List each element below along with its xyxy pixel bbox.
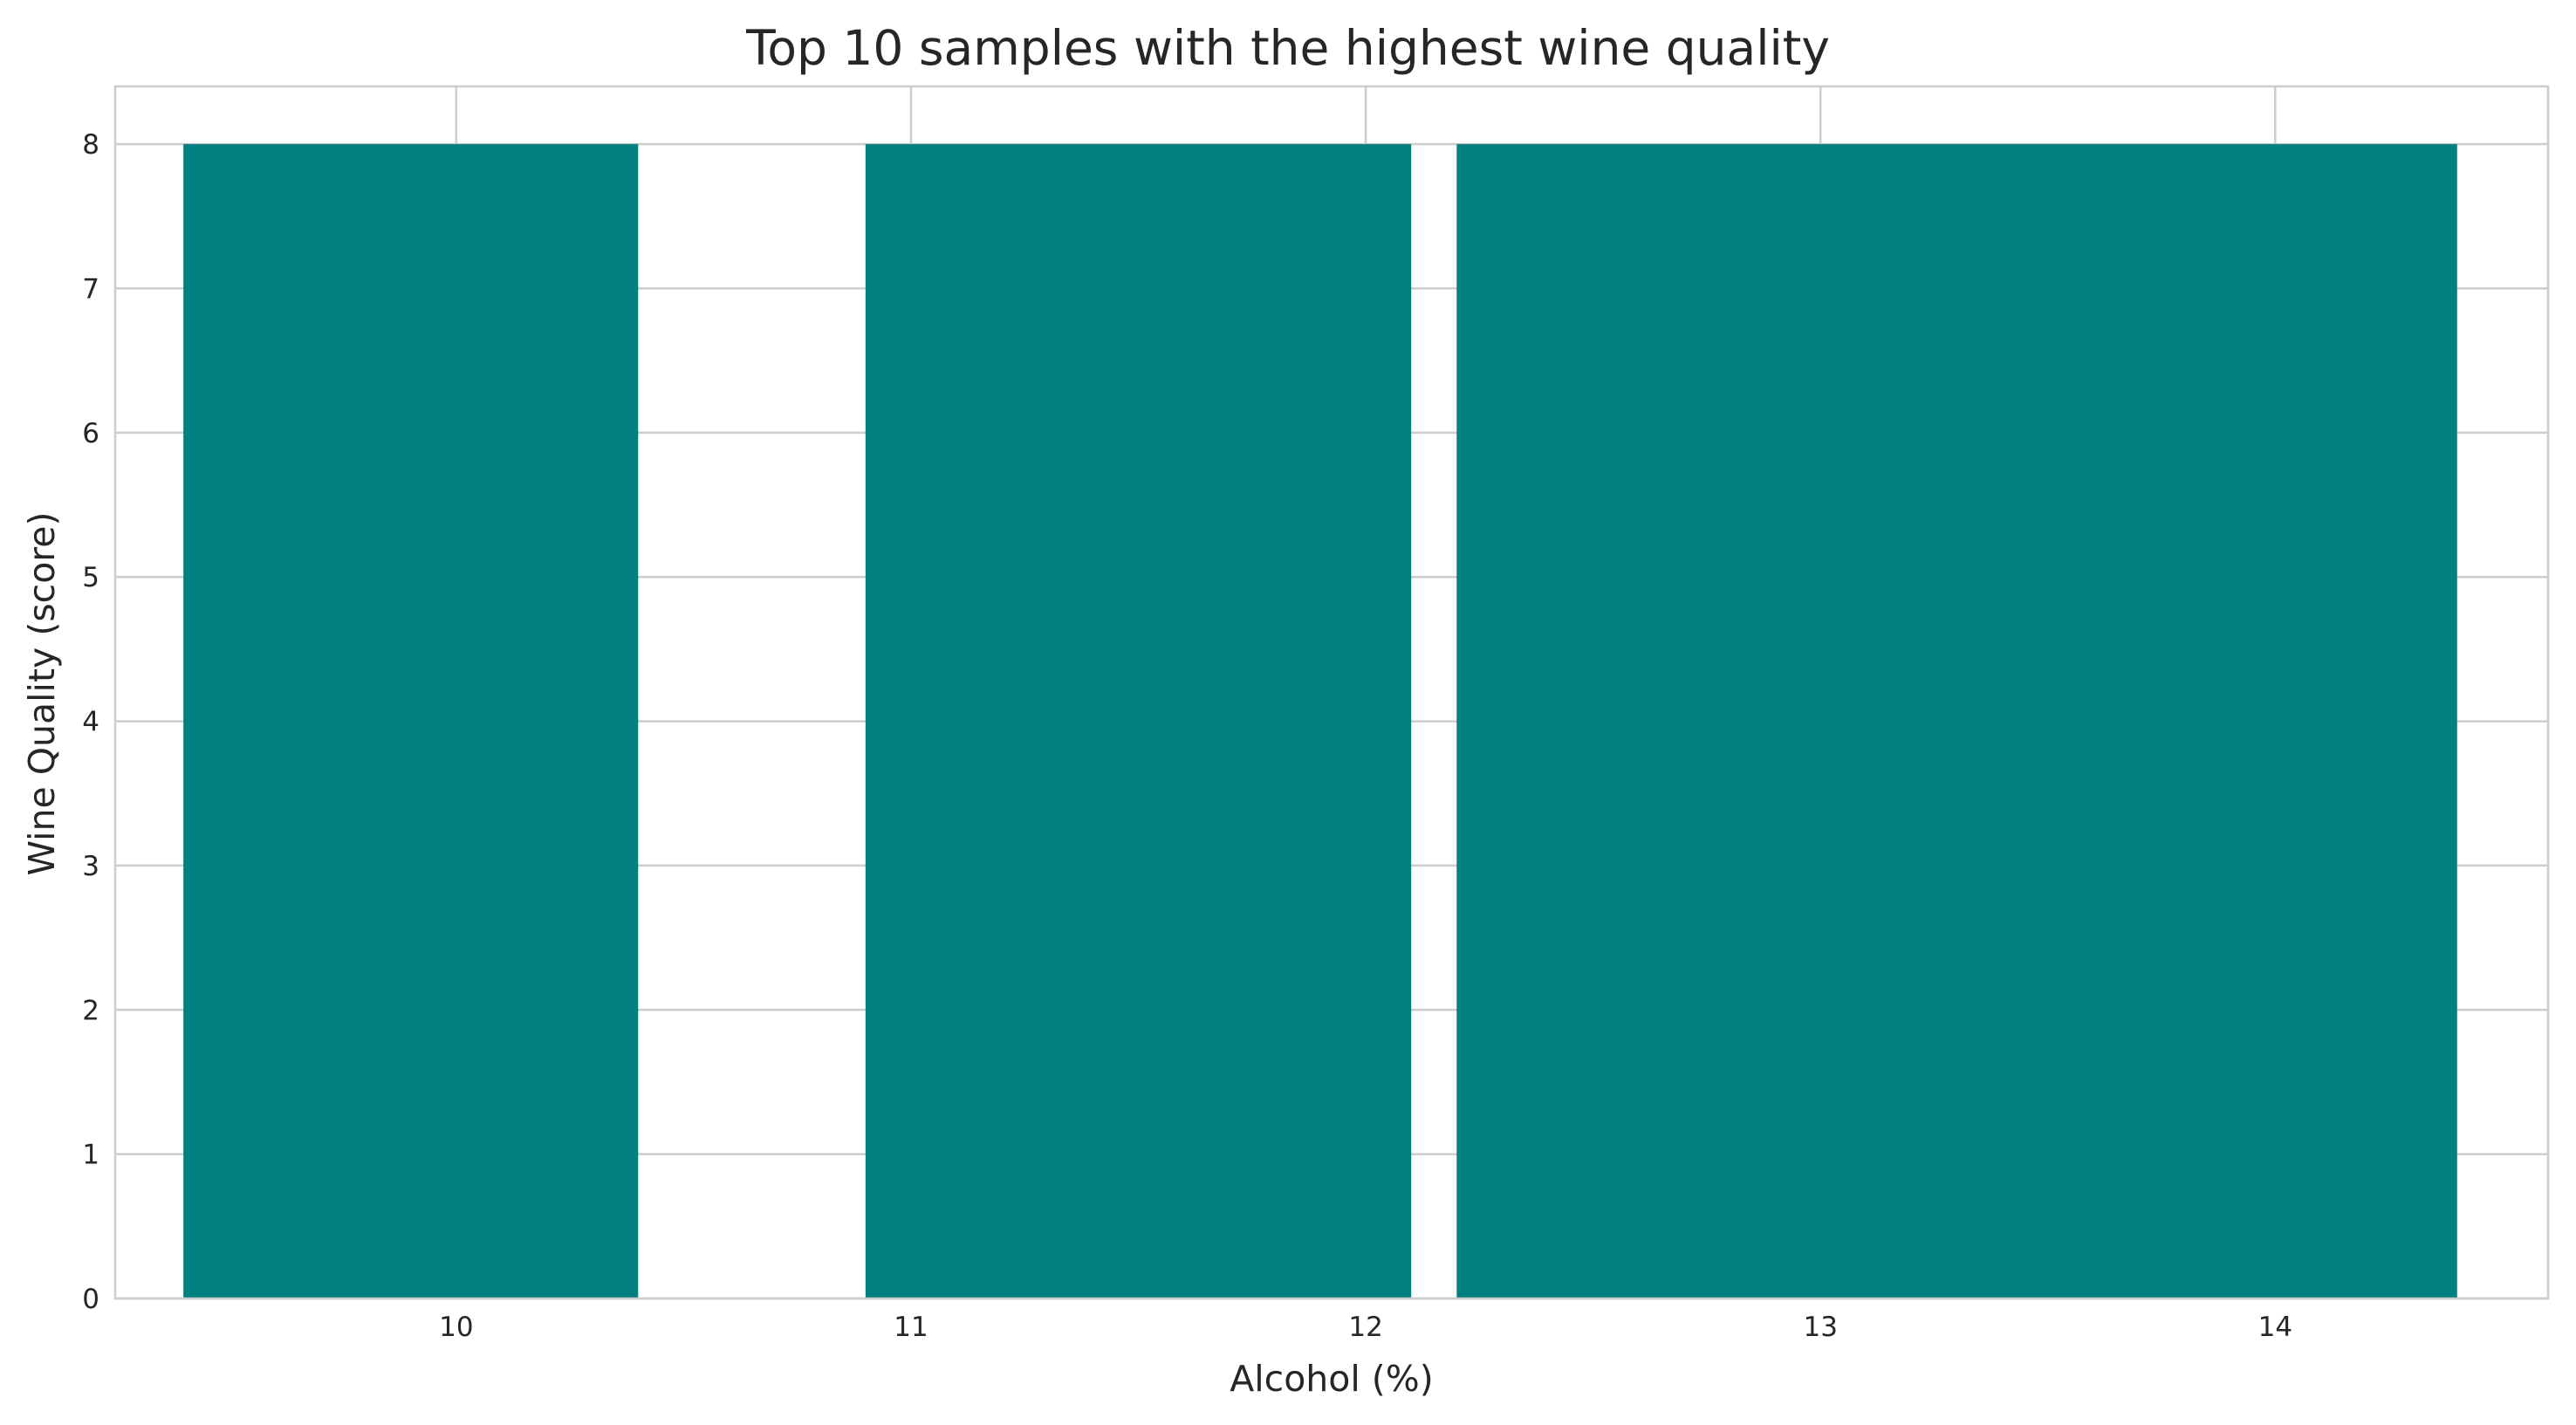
plot-frame (113, 85, 2550, 1300)
y-tick-label: 5 (82, 562, 99, 593)
x-tick-label: 10 (439, 1312, 473, 1343)
y-tick-label: 1 (82, 1140, 99, 1171)
x-tick-label: 12 (1348, 1312, 1382, 1343)
y-tick-label: 4 (82, 707, 99, 738)
bars-layer (183, 144, 2457, 1299)
y-axis-label: Wine Quality (score) (21, 512, 63, 876)
chart-title: Top 10 samples with the highest wine qua… (745, 20, 1830, 76)
x-tick-label: 14 (2258, 1312, 2292, 1343)
bar-1 (183, 144, 639, 1299)
x-tick-labels: 10 11 12 13 14 (439, 1312, 2292, 1343)
y-tick-labels: 0 1 2 3 4 5 6 7 8 (82, 129, 99, 1315)
bar-2 (865, 144, 1412, 1299)
x-tick-label: 11 (894, 1312, 928, 1343)
y-tick-label: 0 (82, 1284, 99, 1315)
y-tick-label: 8 (82, 129, 99, 161)
bar-3 (1456, 144, 2457, 1299)
x-axis-label: Alcohol (%) (1230, 1358, 1434, 1400)
x-tick-label: 13 (1803, 1312, 1837, 1343)
y-tick-label: 7 (82, 274, 99, 305)
y-tick-label: 2 (82, 995, 99, 1026)
y-tick-label: 3 (82, 851, 99, 882)
y-tick-label: 6 (82, 418, 99, 449)
